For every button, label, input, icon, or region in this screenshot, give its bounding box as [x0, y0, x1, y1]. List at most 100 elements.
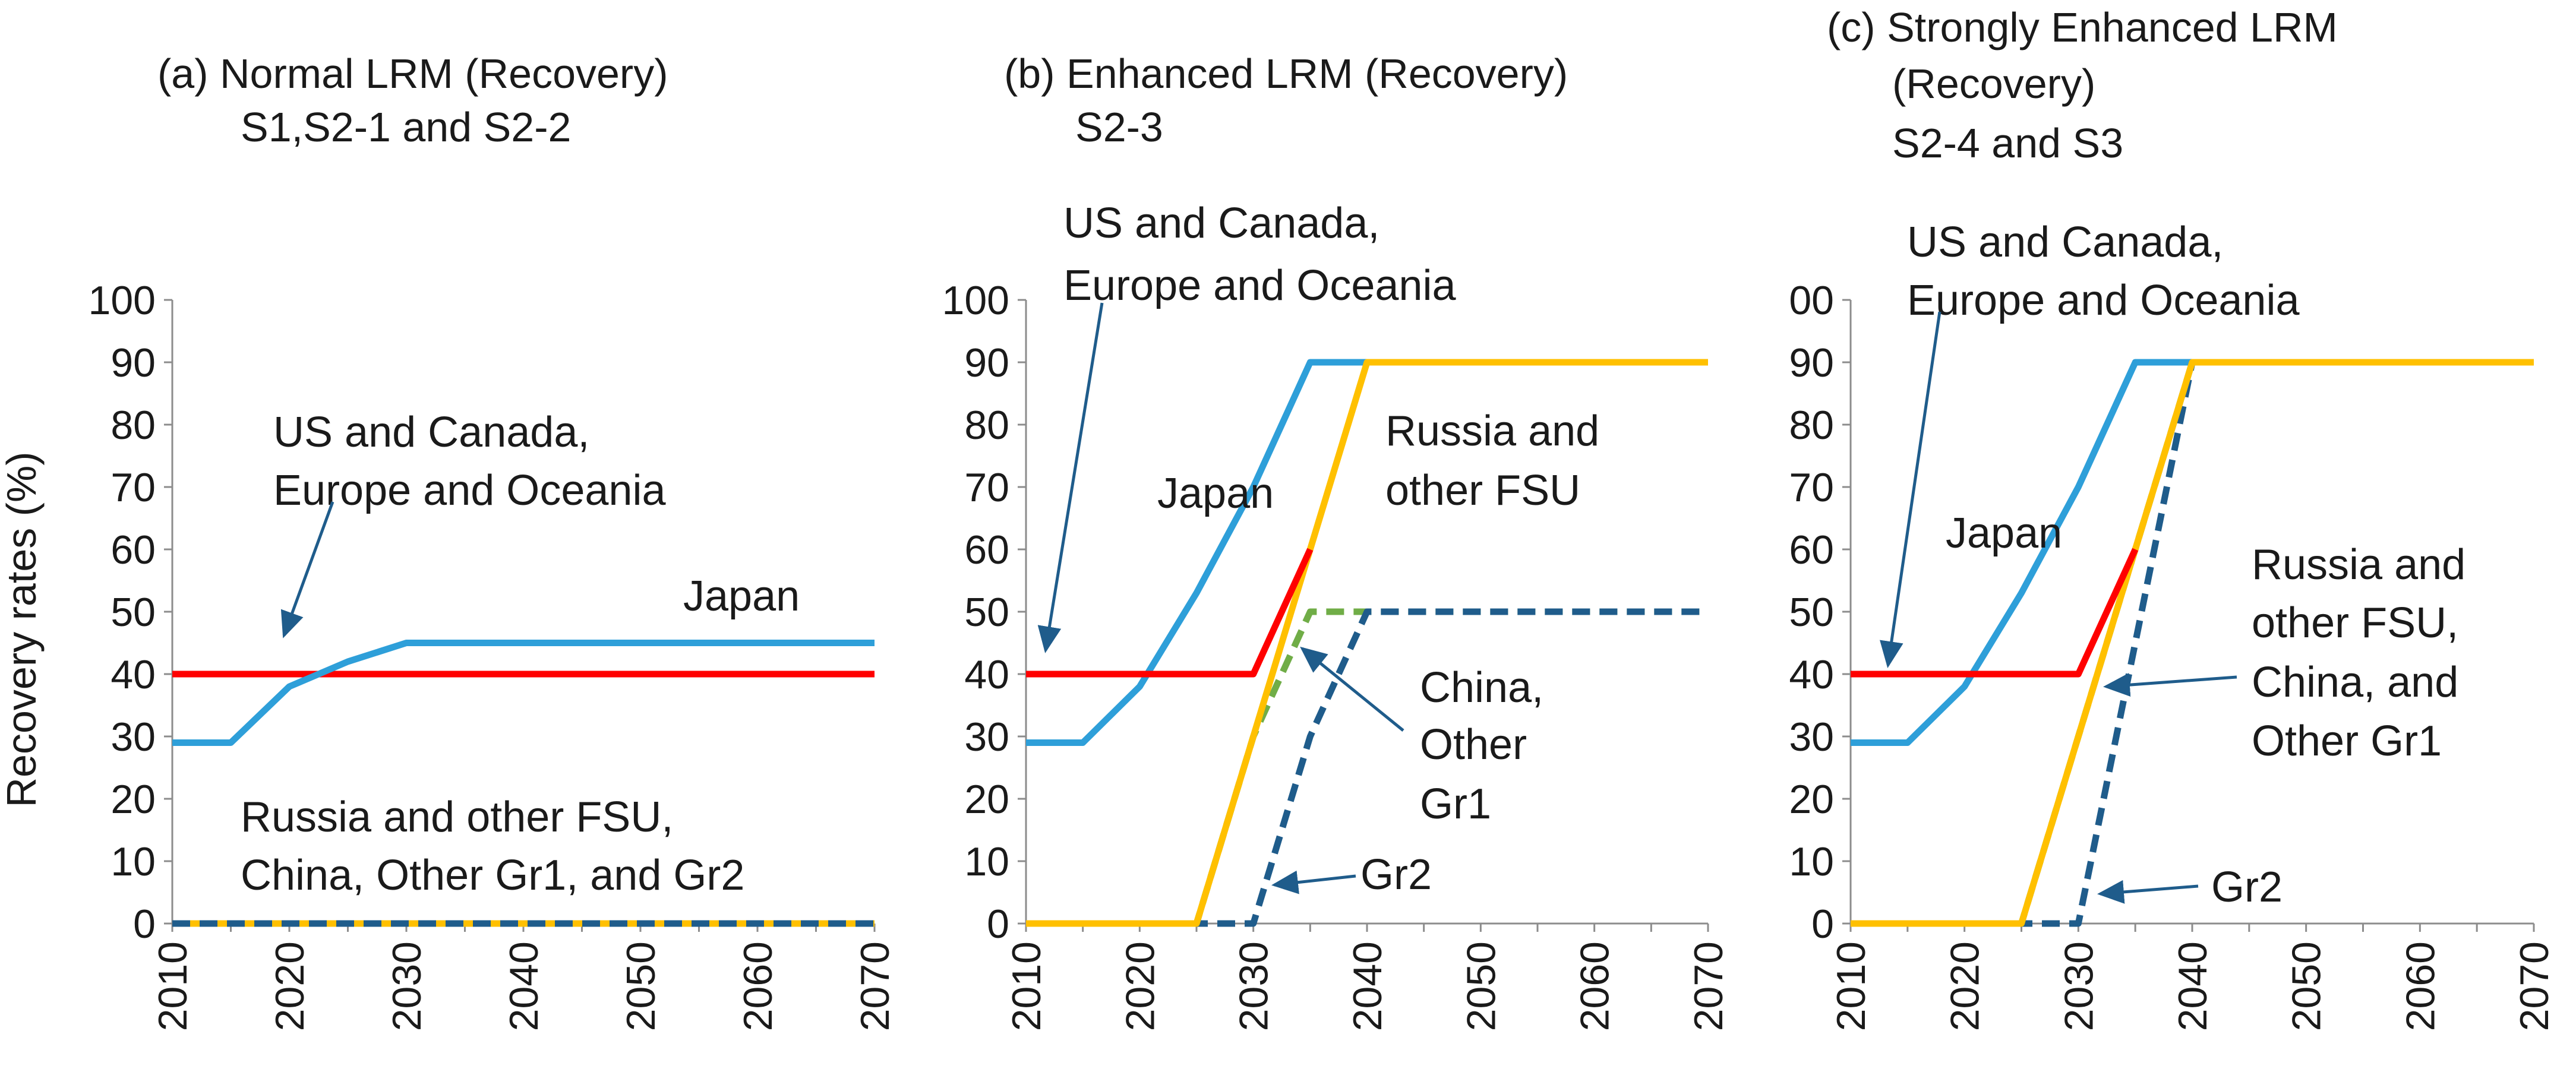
- annotation-text: China, and: [2252, 659, 2458, 706]
- x-tick-label: 2030: [384, 941, 430, 1031]
- panel-a: (a) Normal LRM (Recovery) S1,S2-1 and S2-…: [89, 50, 898, 1031]
- panel-title-line: (Recovery): [1892, 61, 2095, 107]
- y-tick-label: 20: [964, 777, 1009, 822]
- annotation-text: Gr2: [1360, 851, 1432, 899]
- panel-title-line: (b) Enhanced LRM (Recovery): [1004, 50, 1568, 97]
- y-tick-label: 40: [964, 652, 1009, 697]
- series-line: [1026, 359, 1708, 746]
- annotation-text: China, Other Gr1, and Gr2: [241, 852, 744, 899]
- annotation-text: Gr1: [1420, 780, 1491, 828]
- y-tick-label: 30: [1789, 714, 1834, 760]
- annotation-text: Other: [1420, 721, 1527, 769]
- annotation-text: Gr2: [2211, 864, 2283, 911]
- y-tick-label: 90: [1789, 340, 1834, 385]
- annotation-text: Japan: [683, 573, 800, 620]
- series-line: [1026, 548, 1314, 678]
- y-tick-label: 0: [133, 902, 156, 947]
- y-tick-label: 30: [964, 714, 1009, 760]
- x-tick-label: 2030: [2056, 941, 2101, 1031]
- x-tick-label: 2060: [2398, 941, 2443, 1031]
- x-tick-label: 2050: [618, 941, 664, 1031]
- annotation-text: Other Gr1: [2252, 717, 2442, 765]
- annotation-arrow: [1271, 870, 1356, 894]
- annotation-text: Japan: [1946, 510, 2062, 557]
- series-line: [1851, 359, 2534, 927]
- panel-c: (c) Strongly Enhanced LRM (Recovery) S2-4 …: [1789, 4, 2557, 1031]
- annotation-arrow: [1037, 302, 1104, 653]
- y-tick-label: 40: [111, 652, 156, 697]
- x-tick-label: 2040: [501, 941, 547, 1031]
- x-tick-label: 2040: [2170, 941, 2215, 1031]
- annotation-text: China,: [1420, 664, 1543, 711]
- x-tick-label: 2050: [2284, 941, 2329, 1031]
- panel-title-line: (a) Normal LRM (Recovery): [157, 50, 668, 97]
- annotation-text: US and Canada,: [273, 409, 589, 456]
- series-line: [1851, 548, 2139, 678]
- y-tick-label: 80: [111, 403, 156, 448]
- panel-title-line: S2-3: [1075, 104, 1163, 150]
- panel-title-line: S2-4 and S3: [1892, 120, 2123, 166]
- y-tick-label: 50: [964, 590, 1009, 635]
- y-tick-label: 30: [111, 714, 156, 760]
- x-tick-label: 2010: [1829, 941, 1874, 1031]
- y-tick-label: 70: [1789, 465, 1834, 510]
- series-line: [1026, 359, 1708, 927]
- annotation-text: Russia and other FSU,: [241, 793, 673, 841]
- annotation-arrow: [2097, 880, 2199, 904]
- y-tick-label: 50: [1789, 590, 1834, 635]
- y-tick-label: 20: [111, 777, 156, 822]
- y-tick-label: 10: [964, 839, 1009, 884]
- y-tick-label: 0: [987, 902, 1009, 947]
- annotation-text: Europe and Oceania: [1063, 262, 1456, 309]
- y-tick-label: 60: [111, 527, 156, 573]
- annotation-text: US and Canada,: [1907, 219, 2223, 266]
- x-tick-label: 2060: [735, 941, 781, 1031]
- x-tick-label: 2070: [2512, 941, 2557, 1031]
- annotation-text: US and Canada,: [1063, 200, 1379, 247]
- x-tick-label: 2030: [1232, 941, 1277, 1031]
- annotation-arrow: [1879, 311, 1942, 668]
- annotation-arrow: [280, 501, 334, 638]
- x-tick-label: 2010: [150, 941, 195, 1031]
- panel-b: (b) Enhanced LRM (Recovery)S2-3010203040…: [942, 50, 1731, 1031]
- y-tick-label: 70: [111, 465, 156, 510]
- y-tick-label: 10: [111, 839, 156, 884]
- annotation-text: Russia and: [1385, 407, 1599, 455]
- x-tick-label: 2010: [1004, 941, 1049, 1031]
- y-tick-label: 100: [942, 278, 1009, 323]
- y-tick-label: 00: [1789, 278, 1834, 323]
- panel-title-line: (c) Strongly Enhanced LRM: [1827, 4, 2338, 50]
- annotation-text: other FSU: [1385, 467, 1580, 514]
- y-tick-label: 70: [964, 465, 1009, 510]
- x-tick-label: 2040: [1345, 941, 1390, 1031]
- y-tick-label: 10: [1789, 839, 1834, 884]
- y-tick-label: 20: [1789, 777, 1834, 822]
- annotation-text: other FSU,: [2252, 599, 2458, 647]
- y-tick-label: 0: [1811, 902, 1834, 947]
- annotation-text: Europe and Oceania: [1907, 277, 2300, 324]
- annotation-arrow: [2103, 673, 2237, 697]
- x-tick-label: 2050: [1459, 941, 1504, 1031]
- x-tick-label: 2020: [267, 941, 312, 1031]
- y-tick-label: 60: [964, 527, 1009, 573]
- annotation-text: Europe and Oceania: [273, 467, 666, 514]
- annotation-text: Russia and: [2252, 541, 2465, 589]
- y-tick-label: 80: [964, 403, 1009, 448]
- x-tick-label: 2020: [1117, 941, 1163, 1031]
- y-tick-label: 60: [1789, 527, 1834, 573]
- y-tick-label: 50: [111, 590, 156, 635]
- x-tick-label: 2070: [1686, 941, 1731, 1031]
- y-axis-label: Recovery rates (%): [0, 451, 45, 807]
- y-tick-label: 90: [964, 340, 1009, 385]
- annotation-arrow: [1300, 646, 1404, 732]
- y-tick-label: 100: [89, 278, 156, 323]
- x-tick-label: 2020: [1943, 941, 1988, 1031]
- x-tick-label: 2060: [1573, 941, 1618, 1031]
- y-tick-label: 90: [111, 340, 156, 385]
- annotation-text: Japan: [1157, 470, 1274, 517]
- series-line: [172, 640, 875, 746]
- y-tick-label: 40: [1789, 652, 1834, 697]
- y-tick-label: 80: [1789, 403, 1834, 448]
